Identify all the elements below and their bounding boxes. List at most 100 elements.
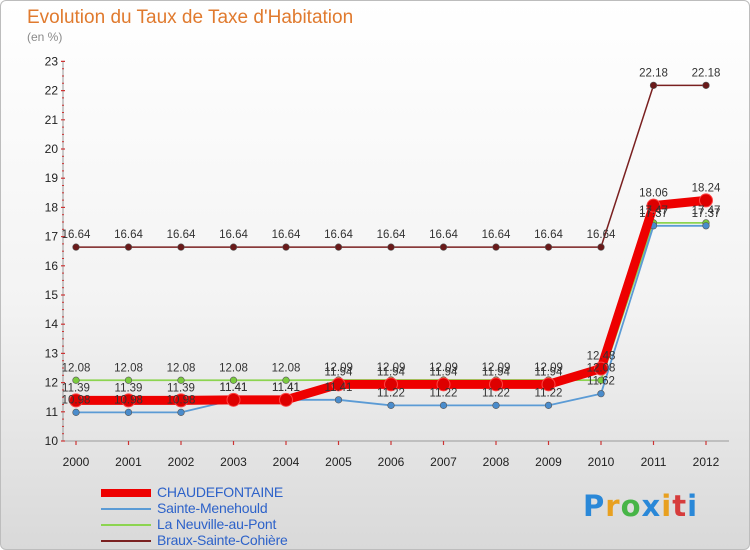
- y-tick-label: 16: [45, 259, 59, 273]
- data-label-sainte-menehould: 11.22: [482, 387, 510, 399]
- data-label-braux-sainte-cohi-re: 16.64: [219, 229, 248, 241]
- data-label-chaudefontaine: 11.39: [62, 382, 90, 394]
- legend-item-braux-sainte-cohi-re: Braux-Sainte-Cohière: [101, 532, 401, 549]
- chart-legend: CHAUDEFONTAINE Sainte-Menehould La Neuvill…: [101, 484, 401, 549]
- data-point-la-neuville-au-pont: [282, 376, 290, 384]
- data-label-la-neuville-au-pont: 12.08: [167, 362, 196, 374]
- legend-label: La Neuville-au-Pont: [157, 516, 277, 532]
- data-point-chaudefontaine: [279, 392, 293, 407]
- data-point-braux-sainte-cohi-re: [229, 243, 238, 251]
- x-tick-label: 2000: [63, 455, 90, 469]
- data-label-sainte-menehould: 11.41: [325, 382, 353, 394]
- data-label-braux-sainte-cohi-re: 16.64: [534, 229, 563, 241]
- data-point-braux-sainte-cohi-re: [702, 81, 710, 89]
- legend-swatch: [101, 517, 151, 533]
- x-tick-label: 2004: [273, 455, 300, 469]
- y-tick-label: 12: [45, 376, 59, 390]
- data-label-la-neuville-au-pont: 12.08: [219, 362, 248, 374]
- data-label-braux-sainte-cohi-re: 16.64: [62, 229, 91, 241]
- x-tick-label: 2003: [220, 455, 247, 469]
- data-point-braux-sainte-cohi-re: [492, 243, 500, 251]
- data-point-chaudefontaine: [489, 377, 503, 392]
- data-label-braux-sainte-cohi-re: 16.64: [482, 229, 511, 241]
- data-point-sainte-menehould: [597, 390, 605, 398]
- data-point-braux-sainte-cohi-re: [72, 243, 80, 251]
- data-point-sainte-menehould: [387, 401, 395, 409]
- y-tick-label: 17: [45, 230, 59, 244]
- data-point-braux-sainte-cohi-re: [177, 243, 185, 251]
- data-label-la-neuville-au-pont: 12.09: [482, 362, 511, 374]
- data-point-la-neuville-au-pont: [177, 376, 185, 384]
- y-tick-label: 15: [45, 288, 59, 302]
- x-tick-label: 2009: [535, 455, 562, 469]
- data-label-braux-sainte-cohi-re: 22.18: [692, 67, 721, 79]
- data-point-sainte-menehould: [492, 401, 500, 409]
- data-label-la-neuville-au-pont: 12.08: [272, 362, 301, 374]
- data-label-sainte-menehould: 17.37: [692, 208, 721, 220]
- data-label-braux-sainte-cohi-re: 16.64: [429, 229, 458, 241]
- legend-label: Sainte-Menehould: [157, 500, 268, 516]
- data-point-chaudefontaine: [541, 377, 556, 392]
- y-tick-label: 14: [45, 317, 59, 331]
- data-point-chaudefontaine: [121, 393, 136, 408]
- x-tick-label: 2001: [115, 455, 142, 469]
- y-tick-label: 19: [45, 171, 59, 185]
- data-point-braux-sainte-cohi-re: [124, 243, 133, 251]
- chart-data-labels: 11.39 11.39 11.39 11.41 11.41 11.94 11.94 11.94…: [62, 67, 721, 406]
- y-axis-unit-label: (en %): [27, 30, 63, 44]
- data-label-braux-sainte-cohi-re: 16.64: [114, 229, 143, 241]
- y-tick-label: 13: [45, 346, 59, 360]
- data-point-chaudefontaine: [69, 393, 83, 408]
- y-tick-label: 11: [46, 405, 59, 419]
- x-tick-label: 2006: [378, 455, 405, 469]
- data-label-la-neuville-au-pont: 12.09: [324, 362, 353, 374]
- line-chart: 10 11 12 13 14 15 16 17 18 19 20 21 22 23 2000 2001 2002…: [45, 54, 729, 469]
- legend-item-chaudefontaine: CHAUDEFONTAINE: [101, 484, 401, 501]
- x-tick-label: 2008: [483, 455, 510, 469]
- data-label-sainte-menehould: 10.98: [62, 394, 91, 406]
- data-label-chaudefontaine: 11.94: [482, 366, 511, 378]
- legend-swatch: [101, 501, 151, 517]
- data-label-la-neuville-au-pont: 12.09: [534, 362, 563, 374]
- data-label-sainte-menehould: 11.22: [535, 387, 563, 399]
- data-label-braux-sainte-cohi-re: 22.18: [639, 67, 668, 79]
- data-point-chaudefontaine: [646, 198, 661, 213]
- data-label-chaudefontaine: 18.06: [639, 188, 668, 200]
- data-point-chaudefontaine: [331, 377, 346, 392]
- data-label-braux-sainte-cohi-re: 16.64: [324, 229, 353, 241]
- data-label-sainte-menehould: 11.62: [587, 376, 615, 388]
- data-label-la-neuville-au-pont: 12.09: [429, 362, 458, 374]
- data-label-braux-sainte-cohi-re: 16.64: [587, 229, 616, 241]
- chart-axes: 10 11 12 13 14 15 16 17 18 19 20 21 22 23 2000 2001 2002…: [45, 54, 729, 469]
- data-label-sainte-menehould: 10.98: [114, 394, 143, 406]
- data-label-la-neuville-au-pont: 12.09: [377, 362, 406, 374]
- data-point-sainte-menehould: [334, 396, 343, 404]
- chart-title: Evolution du Taux de Taxe d'Habitation: [27, 7, 354, 28]
- data-point-braux-sainte-cohi-re: [439, 243, 448, 251]
- data-point-chaudefontaine: [174, 393, 188, 408]
- data-point-la-neuville-au-pont: [229, 376, 238, 384]
- data-label-chaudefontaine: 18.24: [692, 182, 721, 194]
- legend-item-sainte-menehould: Sainte-Menehould: [101, 500, 401, 517]
- data-label-braux-sainte-cohi-re: 16.64: [167, 229, 196, 241]
- data-point-sainte-menehould: [72, 408, 80, 416]
- data-label-chaudefontaine: 11.39: [115, 382, 143, 394]
- x-tick-label: 2011: [641, 455, 667, 469]
- data-point-sainte-menehould: [124, 408, 133, 416]
- chart-series-lines: [69, 81, 713, 416]
- y-tick-label: 23: [45, 54, 59, 68]
- data-point-sainte-menehould: [544, 401, 553, 409]
- y-tick-label: 18: [45, 200, 59, 214]
- x-tick-label: 2002: [168, 455, 195, 469]
- data-point-braux-sainte-cohi-re: [649, 81, 658, 89]
- data-point-chaudefontaine: [436, 377, 451, 392]
- data-point-sainte-menehould: [177, 408, 185, 416]
- data-label-chaudefontaine: 11.94: [535, 366, 564, 378]
- data-point-braux-sainte-cohi-re: [334, 243, 343, 251]
- data-point-chaudefontaine: [226, 392, 241, 407]
- data-label-chaudefontaine: 11.41: [272, 382, 300, 394]
- data-label-la-neuville-au-pont: 12.08: [114, 362, 143, 374]
- legend-label: CHAUDEFONTAINE: [157, 484, 284, 500]
- data-label-sainte-menehould: 17.37: [639, 208, 668, 220]
